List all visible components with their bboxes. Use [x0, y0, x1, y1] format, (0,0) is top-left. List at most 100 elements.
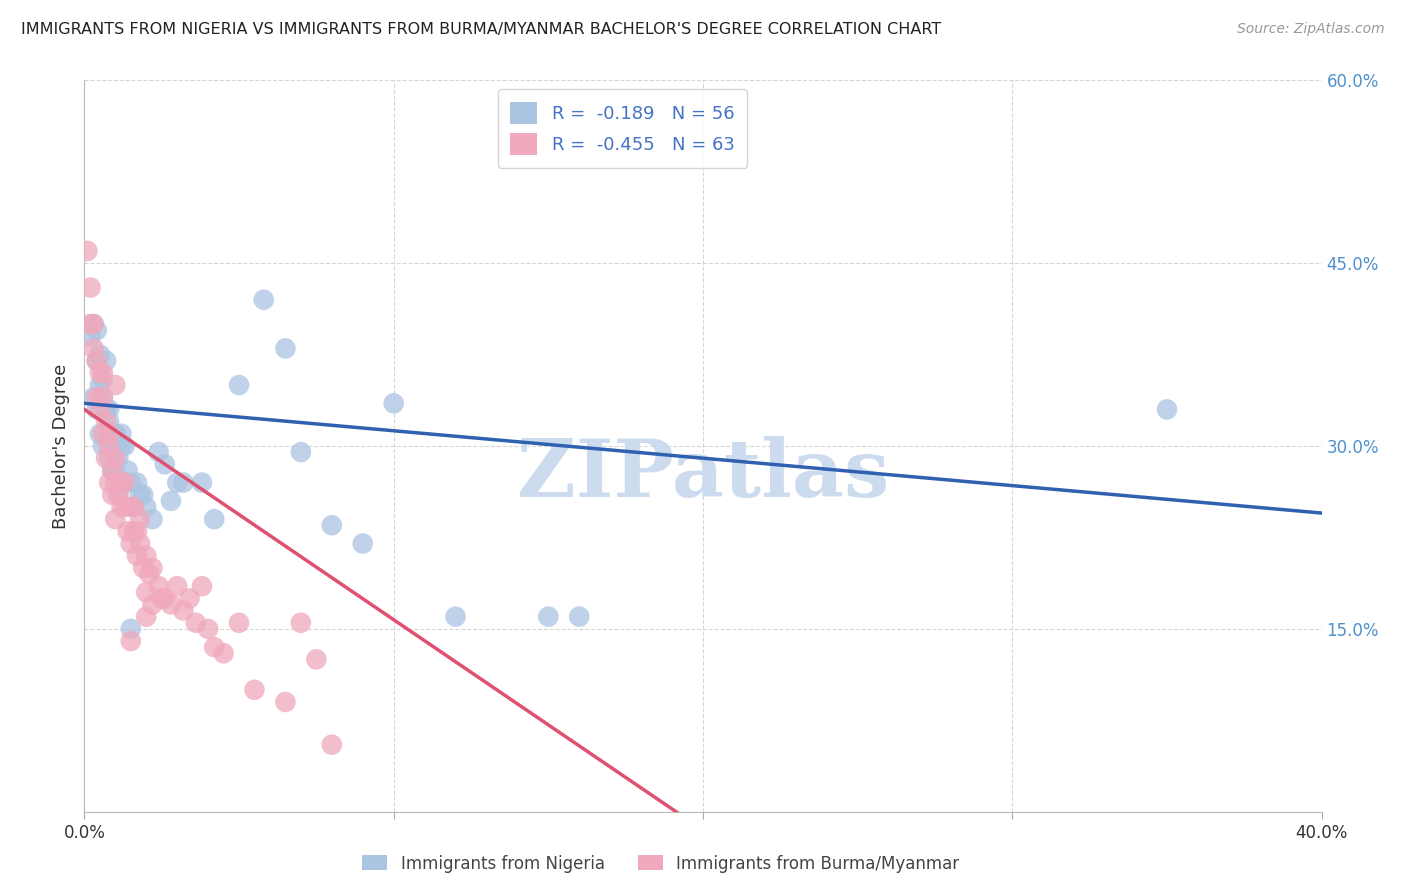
Y-axis label: Bachelor's Degree: Bachelor's Degree	[52, 363, 70, 529]
Text: IMMIGRANTS FROM NIGERIA VS IMMIGRANTS FROM BURMA/MYANMAR BACHELOR'S DEGREE CORRE: IMMIGRANTS FROM NIGERIA VS IMMIGRANTS FR…	[21, 22, 942, 37]
Point	[132, 488, 155, 502]
Point	[125, 549, 148, 563]
Point	[89, 426, 111, 441]
Point	[129, 512, 152, 526]
Point	[104, 463, 127, 477]
Point	[117, 463, 139, 477]
Legend: Immigrants from Nigeria, Immigrants from Burma/Myanmar: Immigrants from Nigeria, Immigrants from…	[356, 848, 966, 880]
Point	[120, 500, 142, 514]
Point	[94, 402, 117, 417]
Point	[104, 378, 127, 392]
Point	[141, 512, 163, 526]
Point	[122, 524, 145, 539]
Point	[120, 622, 142, 636]
Point	[138, 567, 160, 582]
Point	[1156, 402, 1178, 417]
Point	[91, 390, 114, 404]
Point	[166, 579, 188, 593]
Point	[153, 457, 176, 471]
Point	[104, 426, 127, 441]
Point	[382, 396, 405, 410]
Point	[110, 475, 132, 490]
Point	[191, 579, 214, 593]
Point	[202, 512, 225, 526]
Point	[274, 342, 297, 356]
Point	[104, 475, 127, 490]
Point	[172, 603, 194, 617]
Point	[120, 634, 142, 648]
Point	[83, 317, 105, 331]
Point	[110, 475, 132, 490]
Point	[86, 402, 108, 417]
Point	[135, 585, 157, 599]
Point	[83, 342, 105, 356]
Point	[153, 591, 176, 606]
Text: Source: ZipAtlas.com: Source: ZipAtlas.com	[1237, 22, 1385, 37]
Point	[79, 317, 101, 331]
Point	[104, 451, 127, 466]
Point	[179, 591, 201, 606]
Point	[243, 682, 266, 697]
Point	[101, 463, 124, 477]
Point	[129, 536, 152, 550]
Point	[79, 329, 101, 343]
Point	[120, 536, 142, 550]
Point	[91, 366, 114, 380]
Point	[98, 439, 121, 453]
Point	[98, 415, 121, 429]
Point	[114, 475, 136, 490]
Point	[114, 500, 136, 514]
Point	[274, 695, 297, 709]
Point	[212, 646, 235, 660]
Point	[101, 439, 124, 453]
Point	[228, 615, 250, 630]
Point	[160, 598, 183, 612]
Point	[89, 378, 111, 392]
Text: ZIPatlas: ZIPatlas	[517, 436, 889, 515]
Point	[91, 439, 114, 453]
Point	[150, 591, 173, 606]
Point	[444, 609, 467, 624]
Point	[253, 293, 276, 307]
Point	[76, 244, 98, 258]
Point	[228, 378, 250, 392]
Point	[86, 353, 108, 368]
Point	[89, 402, 111, 417]
Point	[290, 445, 312, 459]
Point	[98, 475, 121, 490]
Point	[83, 317, 105, 331]
Legend: R =  -0.189   N = 56, R =  -0.455   N = 63: R = -0.189 N = 56, R = -0.455 N = 63	[498, 89, 748, 168]
Point	[321, 518, 343, 533]
Point	[537, 609, 560, 624]
Point	[107, 488, 129, 502]
Point	[86, 353, 108, 368]
Point	[148, 579, 170, 593]
Point	[148, 445, 170, 459]
Point	[122, 500, 145, 514]
Point	[86, 390, 108, 404]
Point	[89, 347, 111, 362]
Point	[125, 524, 148, 539]
Point	[94, 402, 117, 417]
Point	[120, 475, 142, 490]
Point	[104, 426, 127, 441]
Point	[114, 439, 136, 453]
Point	[135, 500, 157, 514]
Point	[172, 475, 194, 490]
Point	[110, 426, 132, 441]
Point	[202, 640, 225, 655]
Point	[191, 475, 214, 490]
Point	[86, 323, 108, 337]
Point	[117, 524, 139, 539]
Point	[94, 415, 117, 429]
Point	[98, 451, 121, 466]
Point	[166, 475, 188, 490]
Point	[89, 366, 111, 380]
Point	[305, 652, 328, 666]
Point	[290, 615, 312, 630]
Point	[91, 372, 114, 386]
Point	[83, 390, 105, 404]
Point	[160, 494, 183, 508]
Point	[141, 598, 163, 612]
Point	[107, 488, 129, 502]
